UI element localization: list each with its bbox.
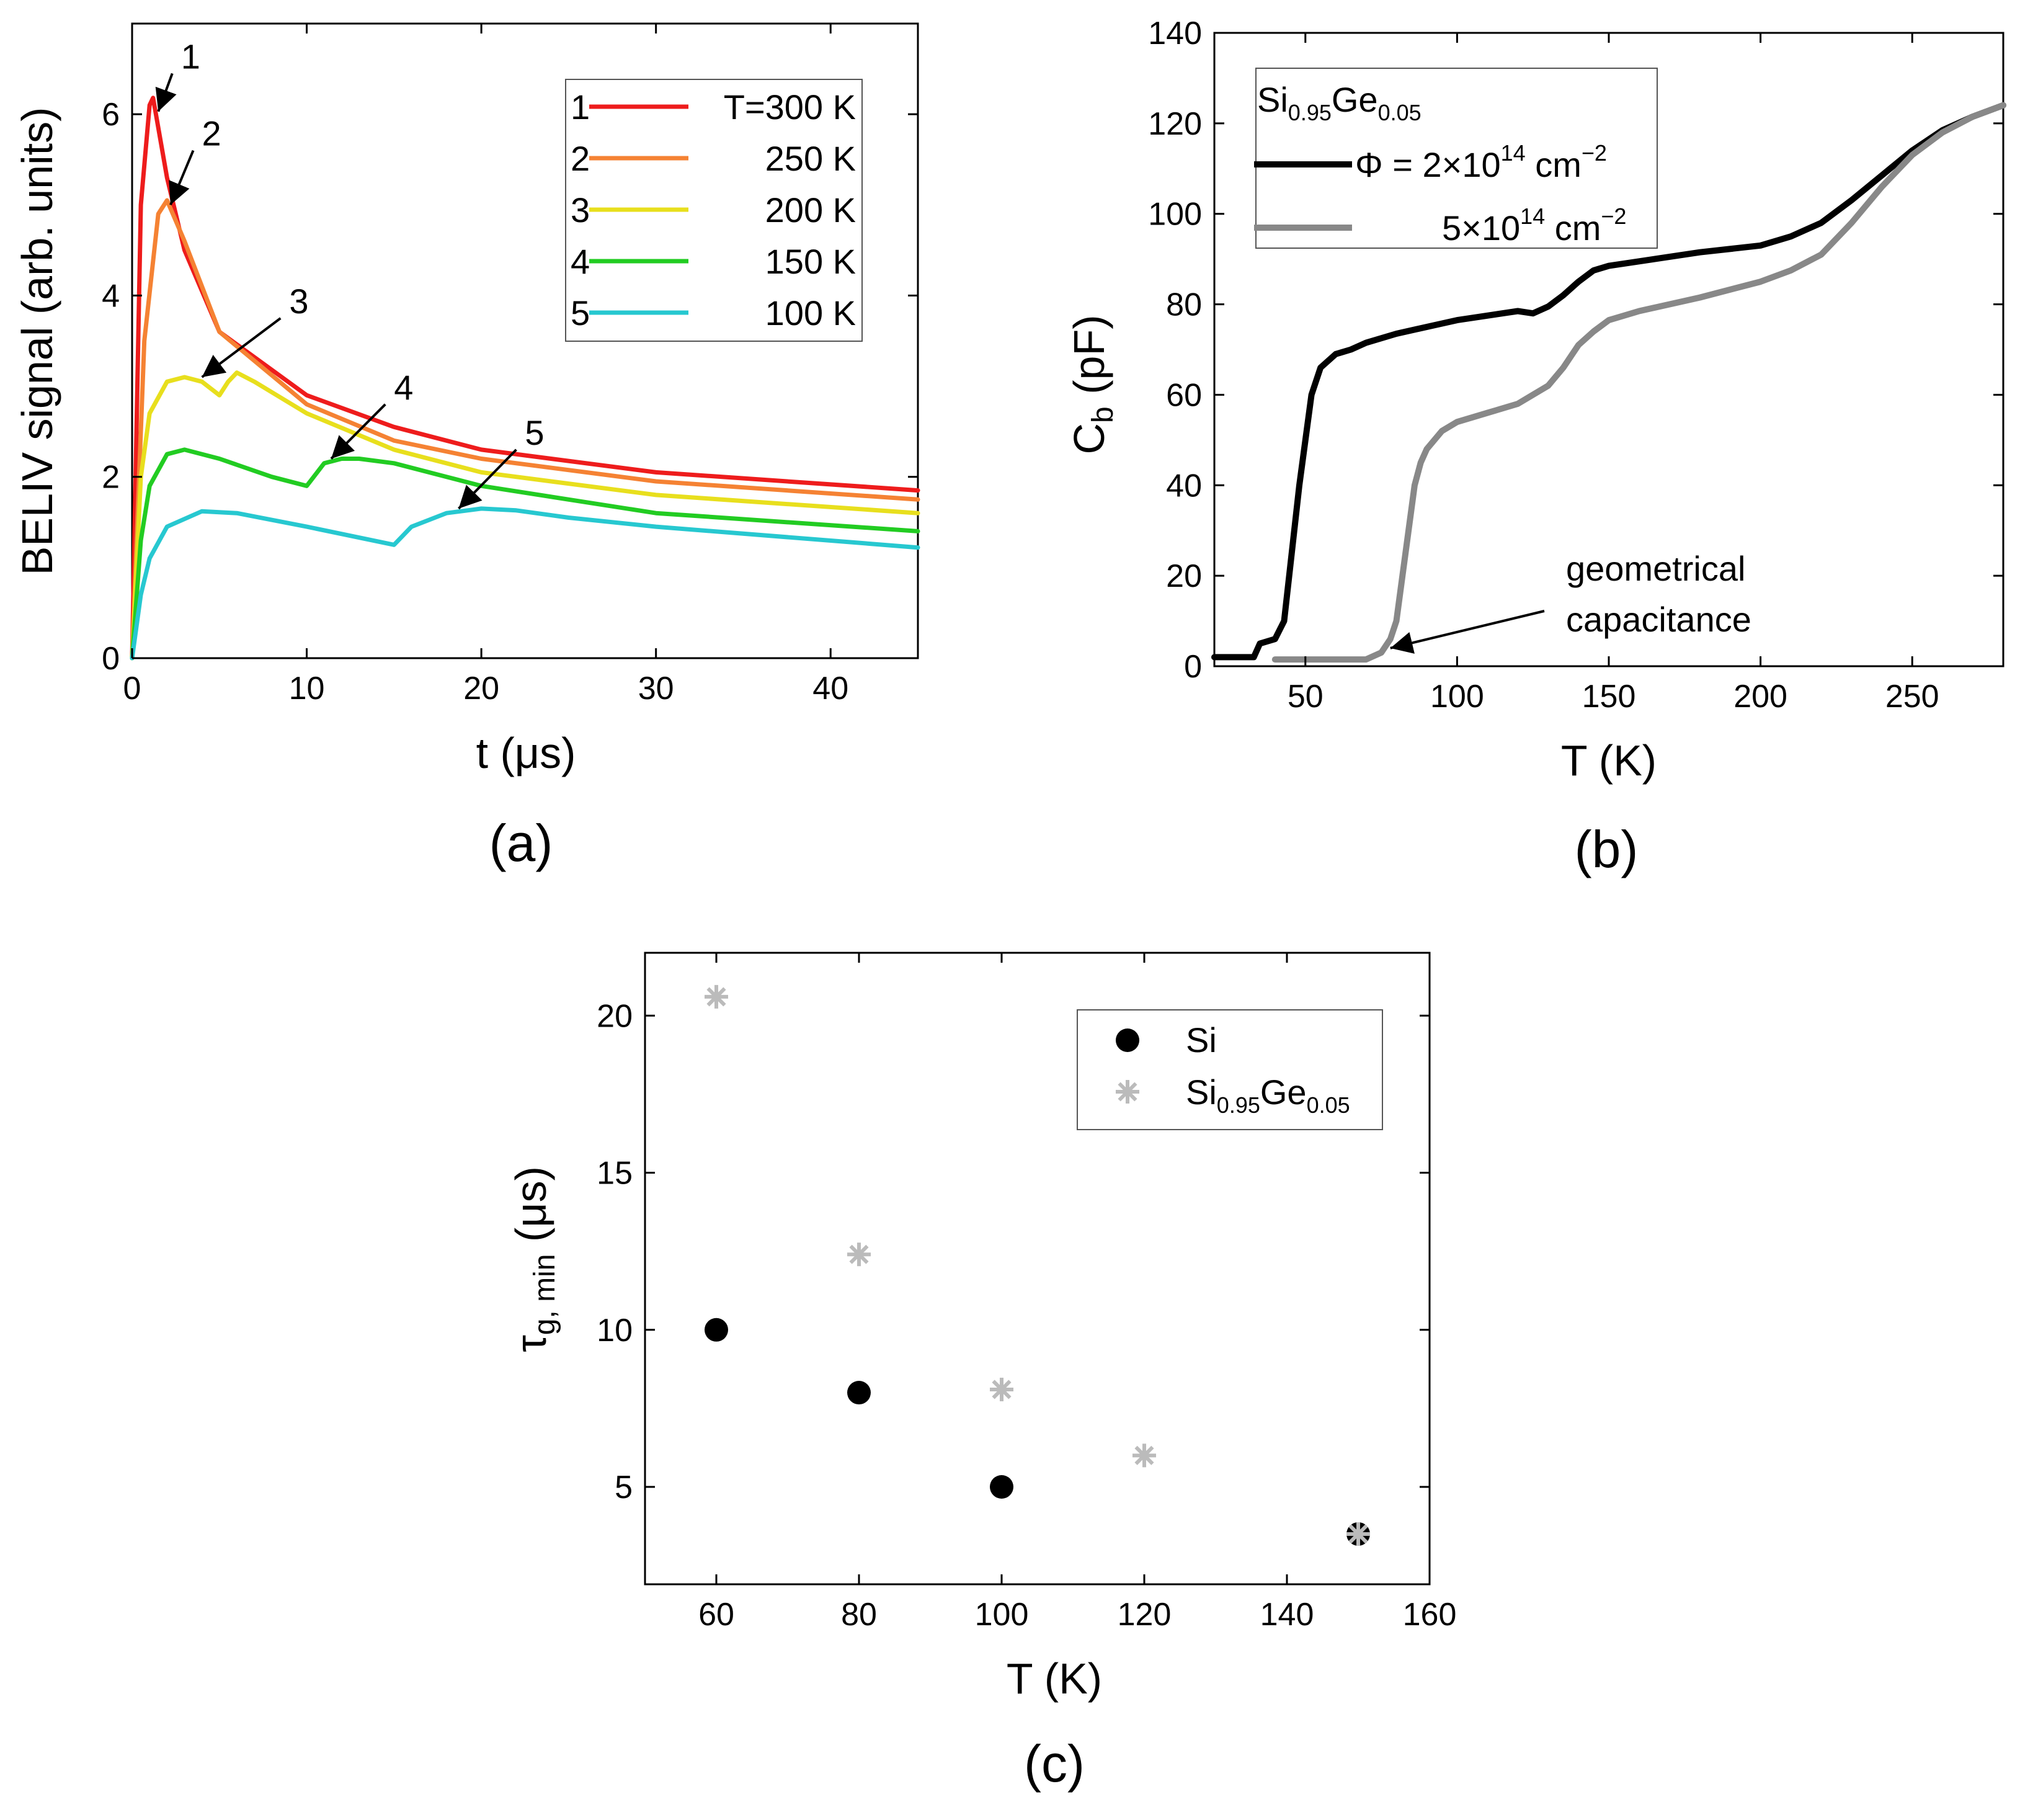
chart-a-legend-label: 100 K: [765, 293, 856, 332]
chart-a-legend-number: 3: [571, 190, 590, 230]
chart-b-ylabel: Cb (pF): [1065, 314, 1119, 454]
chart-b-annotation-arrow: [1390, 610, 1545, 654]
chart-b-xtick-label: 50: [1288, 679, 1324, 715]
chart-b-xlabel: T (K): [1561, 736, 1657, 785]
chart-c-xlabel: T (K): [1007, 1654, 1102, 1703]
chart-a-legend: 1 T=300 K 2 250 K 3 200 K 4 150 K 5 100 K: [565, 79, 863, 342]
chart-c-sige-point: [705, 984, 728, 1009]
chart-c-xtick-label: 80: [841, 1597, 877, 1633]
chart-a-ytick-label: 2: [102, 460, 120, 496]
chart-a-annotation-label: 2: [202, 114, 221, 153]
chart-a-legend-number: 2: [571, 139, 590, 178]
chart-b-ytick-label: 0: [1184, 649, 1202, 685]
chart-a-legend-number: 4: [571, 242, 590, 281]
chart-c-xtick-label: 120: [1118, 1597, 1172, 1633]
chart-a-legend-label: T=300 K: [724, 87, 856, 127]
chart-a-legend-number: 1: [571, 87, 590, 127]
chart-a-plot-frame: [131, 22, 919, 659]
chart-c-si-point: [847, 1381, 871, 1405]
chart-a-annotation-arrow: [155, 73, 177, 112]
chart-a-annotation-arrow: [330, 403, 386, 460]
chart-b-series-line-2: [1271, 102, 2006, 663]
chart-a-series-line-5: [130, 506, 920, 661]
chart-b-ytick-label: 140: [1148, 16, 1202, 51]
chart-c-ytick-label: 15: [597, 1156, 633, 1192]
chart-b-legend-label: 5×1014 cm−2: [1442, 203, 1626, 248]
chart-a-xtick-label: 30: [638, 671, 674, 707]
chart-c-ytick-label: 10: [597, 1313, 633, 1349]
chart-c-legend-si-label: Si: [1186, 1020, 1217, 1059]
chart-c-sige-point: [1132, 1443, 1156, 1468]
chart-c-legend: Si Si0.95Ge0.05: [1077, 1009, 1383, 1130]
chart-b-ytick-label: 120: [1148, 106, 1202, 142]
chart-b-series-line-1: [1211, 102, 2006, 661]
chart-a-annotation-arrow: [458, 448, 517, 510]
chart-a-xtick-label: 20: [463, 671, 499, 707]
chart-c-plot-frame: [644, 952, 1431, 1586]
chart-a-panel-label: (a): [489, 814, 553, 872]
chart-c-xtick-label: 100: [975, 1597, 1029, 1633]
chart-a-annotation-label: 1: [181, 37, 200, 76]
chart-a-legend-label: 250 K: [765, 139, 856, 178]
chart-a-ytick-label: 4: [102, 278, 120, 314]
chart-a-series-line-4: [130, 447, 920, 661]
chart-b-xtick-label: 150: [1582, 679, 1636, 715]
chart-c-legend-sige-label: Si0.95Ge0.05: [1186, 1073, 1350, 1118]
chart-b-panel-label: (b): [1575, 820, 1639, 878]
chart-a-annotation-arrow: [201, 317, 282, 378]
chart-a-series-line-2: [130, 198, 920, 661]
chart-b-annotation-label: capacitance: [1566, 600, 1751, 639]
chart-c-ytick-label: 20: [597, 998, 633, 1034]
chart-b-xtick-label: 100: [1430, 679, 1484, 715]
chart-a-series-line-3: [130, 370, 920, 661]
chart-a-xtick-label: 10: [289, 671, 325, 707]
chart-b-legend-title: Si0.95Ge0.05: [1257, 80, 1422, 125]
chart-a-xtick-label: 0: [123, 671, 141, 707]
chart-b-legend-label: Φ = 2×1014 cm−2: [1355, 140, 1607, 184]
chart-b-xtick-label: 250: [1885, 679, 1939, 715]
chart-c-panel-label: (c): [1024, 1734, 1085, 1793]
chart-c-xtick-label: 160: [1403, 1597, 1457, 1633]
chart-b-legend: Si0.95Ge0.05 Φ = 2×1014 cm−2 5×1014 cm−2: [1254, 68, 1658, 249]
chart-a-annotation-arrow: [169, 149, 195, 206]
chart-b-ytick-label: 80: [1166, 287, 1202, 323]
chart-c-xtick-label: 140: [1260, 1597, 1314, 1633]
chart-c-ylabel: τg, min (μs): [507, 1166, 561, 1352]
chart-b-ytick-label: 60: [1166, 377, 1202, 413]
chart-a-xlabel: t (μs): [476, 729, 576, 777]
chart-c-xtick-label: 60: [698, 1597, 734, 1633]
chart-c-si-point: [990, 1474, 1013, 1499]
chart-c-sige-point: [990, 1377, 1013, 1401]
chart-a-annotation-label: 5: [525, 413, 544, 452]
chart-b-xtick-label: 200: [1733, 679, 1787, 715]
chart-c-legend-si-marker: [1116, 1028, 1139, 1052]
chart-a-ytick-label: 0: [102, 641, 120, 677]
chart-b: 50 100 150 200 250 0 20 40 60 80 100 120 140 geometr…: [1065, 16, 2006, 878]
chart-b-ytick-label: 20: [1166, 558, 1202, 594]
chart-a-annotation-label: 3: [289, 282, 308, 321]
chart-c: 60 80 100 120 140 160 5 10 15 20 τg, min (μs) T (…: [507, 952, 1457, 1793]
chart-c-legend-sige-marker: [1116, 1080, 1139, 1104]
chart-c-sige-point: [1346, 1522, 1370, 1546]
chart-b-ytick-label: 100: [1148, 197, 1202, 233]
chart-a-legend-label: 150 K: [765, 242, 856, 281]
chart-a-annotation-label: 4: [394, 368, 413, 407]
chart-a-ylabel: BELIV signal (arb. units): [13, 107, 61, 576]
chart-a-legend-number: 5: [571, 293, 590, 332]
chart-a-legend-label: 200 K: [765, 190, 856, 230]
chart-c-ytick-label: 5: [615, 1470, 633, 1506]
chart-b-annotation-label: geometrical: [1566, 549, 1745, 588]
chart-a-ytick-label: 6: [102, 97, 120, 133]
chart-c-sige-point: [847, 1242, 871, 1267]
chart-a-xtick-label: 40: [812, 671, 848, 707]
chart-c-si-point: [705, 1318, 728, 1342]
chart-b-ytick-label: 40: [1166, 468, 1202, 504]
